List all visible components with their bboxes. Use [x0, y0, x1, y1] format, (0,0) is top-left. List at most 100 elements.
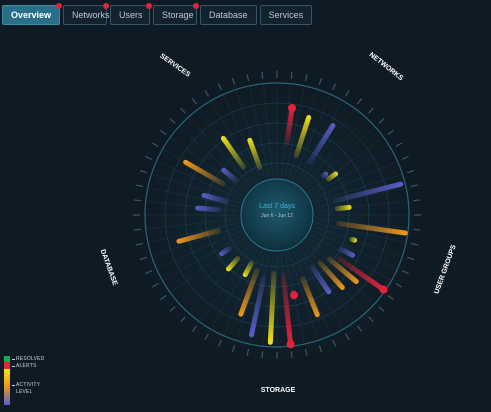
- tick-labels: [133, 71, 421, 359]
- legend-tick: [12, 366, 15, 367]
- tick-mark: [413, 228, 421, 231]
- tab-database-label: Database: [209, 10, 248, 20]
- grid-spoke: [145, 219, 238, 229]
- grid-spoke: [316, 223, 407, 243]
- legend-level-label: LEVEL: [16, 389, 33, 395]
- tick-mark: [191, 325, 197, 332]
- section-label-networks: NETWORKS: [368, 51, 405, 82]
- activity-bar[interactable]: [308, 263, 332, 295]
- tick-mark: [304, 348, 308, 356]
- alert-dot[interactable]: [286, 340, 295, 349]
- activity-bar[interactable]: [238, 267, 260, 318]
- alert-dot: [103, 3, 110, 9]
- activity-bar[interactable]: [195, 205, 222, 213]
- activity-bar[interactable]: [267, 270, 277, 345]
- grid-spoke: [147, 223, 238, 243]
- activity-bar[interactable]: [293, 114, 312, 159]
- tick-mark: [407, 256, 415, 261]
- activity-bar[interactable]: [320, 171, 329, 180]
- tab-overview[interactable]: Overview: [2, 3, 63, 25]
- grid-ring: [164, 102, 390, 328]
- tick-mark: [231, 345, 236, 353]
- tick-mark: [160, 295, 167, 301]
- legend: RESOLVED ALERTS ACTIVITY LEVEL: [4, 356, 74, 406]
- alert-dot[interactable]: [288, 104, 297, 113]
- activity-bar[interactable]: [307, 122, 337, 165]
- alert-dot: [193, 3, 200, 9]
- tab-services[interactable]: Services: [259, 5, 313, 25]
- tick-mark: [413, 199, 421, 202]
- tab-users[interactable]: Users: [110, 3, 153, 25]
- grid-rings: [144, 82, 410, 348]
- grid-spoke: [313, 161, 398, 199]
- grid-spoke: [300, 108, 355, 183]
- grid-spoke: [249, 85, 269, 176]
- tick-mark: [276, 71, 278, 78]
- grid-spoke: [314, 174, 403, 203]
- center-title: Last 7 days: [259, 203, 295, 210]
- activity-bar[interactable]: [225, 255, 241, 272]
- activity-bar[interactable]: [299, 275, 320, 318]
- grid-spoke: [296, 100, 344, 181]
- grid-spoke: [147, 187, 238, 207]
- grid-spoke: [303, 116, 366, 186]
- tab-users-label: Users: [119, 10, 143, 20]
- activity-bar[interactable]: [218, 245, 232, 257]
- alert-dot[interactable]: [289, 290, 299, 300]
- activity-bar[interactable]: [242, 260, 255, 278]
- grid-spoke: [178, 241, 248, 304]
- activity-bar[interactable]: [201, 192, 229, 204]
- legend-resolved-label: RESOLVED: [16, 356, 45, 362]
- tick-mark: [387, 129, 394, 135]
- tick-mark: [231, 77, 236, 85]
- tick-mark: [169, 118, 176, 124]
- activity-bar[interactable]: [182, 159, 226, 187]
- grid-spoke: [170, 238, 245, 293]
- activity-bar[interactable]: [220, 135, 247, 171]
- tick-mark: [133, 214, 140, 216]
- activity-bar[interactable]: [334, 204, 352, 212]
- tick-mark: [217, 339, 222, 347]
- activity-bar[interactable]: [280, 272, 293, 345]
- activity-bar[interactable]: [325, 171, 339, 183]
- alert-dot[interactable]: [378, 284, 389, 295]
- activity-bar[interactable]: [220, 167, 239, 184]
- tick-mark: [169, 306, 176, 312]
- grid-spoke: [316, 201, 409, 211]
- tab-database[interactable]: Database: [200, 5, 257, 25]
- grid-spoke: [285, 85, 305, 176]
- grid-spoke: [311, 234, 392, 282]
- grid-spoke: [281, 83, 291, 176]
- tick-mark: [133, 199, 141, 202]
- tick-mark: [204, 89, 210, 97]
- activity-bar[interactable]: [326, 256, 360, 286]
- activity-bar[interactable]: [284, 108, 295, 146]
- tick-mark: [344, 333, 350, 341]
- tab-networks[interactable]: Networks: [63, 3, 110, 25]
- legend-resolved-swatch: [4, 356, 10, 362]
- grid-spoke: [296, 249, 344, 330]
- activity-bar[interactable]: [349, 236, 358, 243]
- tick-mark: [357, 325, 363, 332]
- tab-bar: Overview Networks Users Storage Database…: [2, 3, 313, 25]
- grid-spoke: [309, 137, 384, 192]
- activity-bar[interactable]: [336, 255, 385, 291]
- activity-bar[interactable]: [317, 259, 346, 291]
- activity-bar[interactable]: [338, 246, 356, 259]
- grid-spoke: [223, 251, 261, 336]
- section-label-storage: STORAGE: [261, 387, 296, 394]
- grid-ring: [144, 82, 410, 348]
- grid-spoke: [316, 219, 409, 229]
- grid-spoke: [156, 231, 241, 269]
- tab-storage[interactable]: Storage: [153, 3, 200, 25]
- activity-bar[interactable]: [336, 221, 408, 236]
- tick-mark: [191, 98, 197, 105]
- grid-spoke: [156, 161, 241, 199]
- tick-mark: [261, 351, 264, 359]
- activity-bar[interactable]: [333, 181, 404, 203]
- activity-bar[interactable]: [247, 137, 263, 171]
- activity-bar[interactable]: [249, 275, 267, 338]
- grid-spoke: [316, 187, 407, 207]
- activity-bar[interactable]: [176, 228, 222, 245]
